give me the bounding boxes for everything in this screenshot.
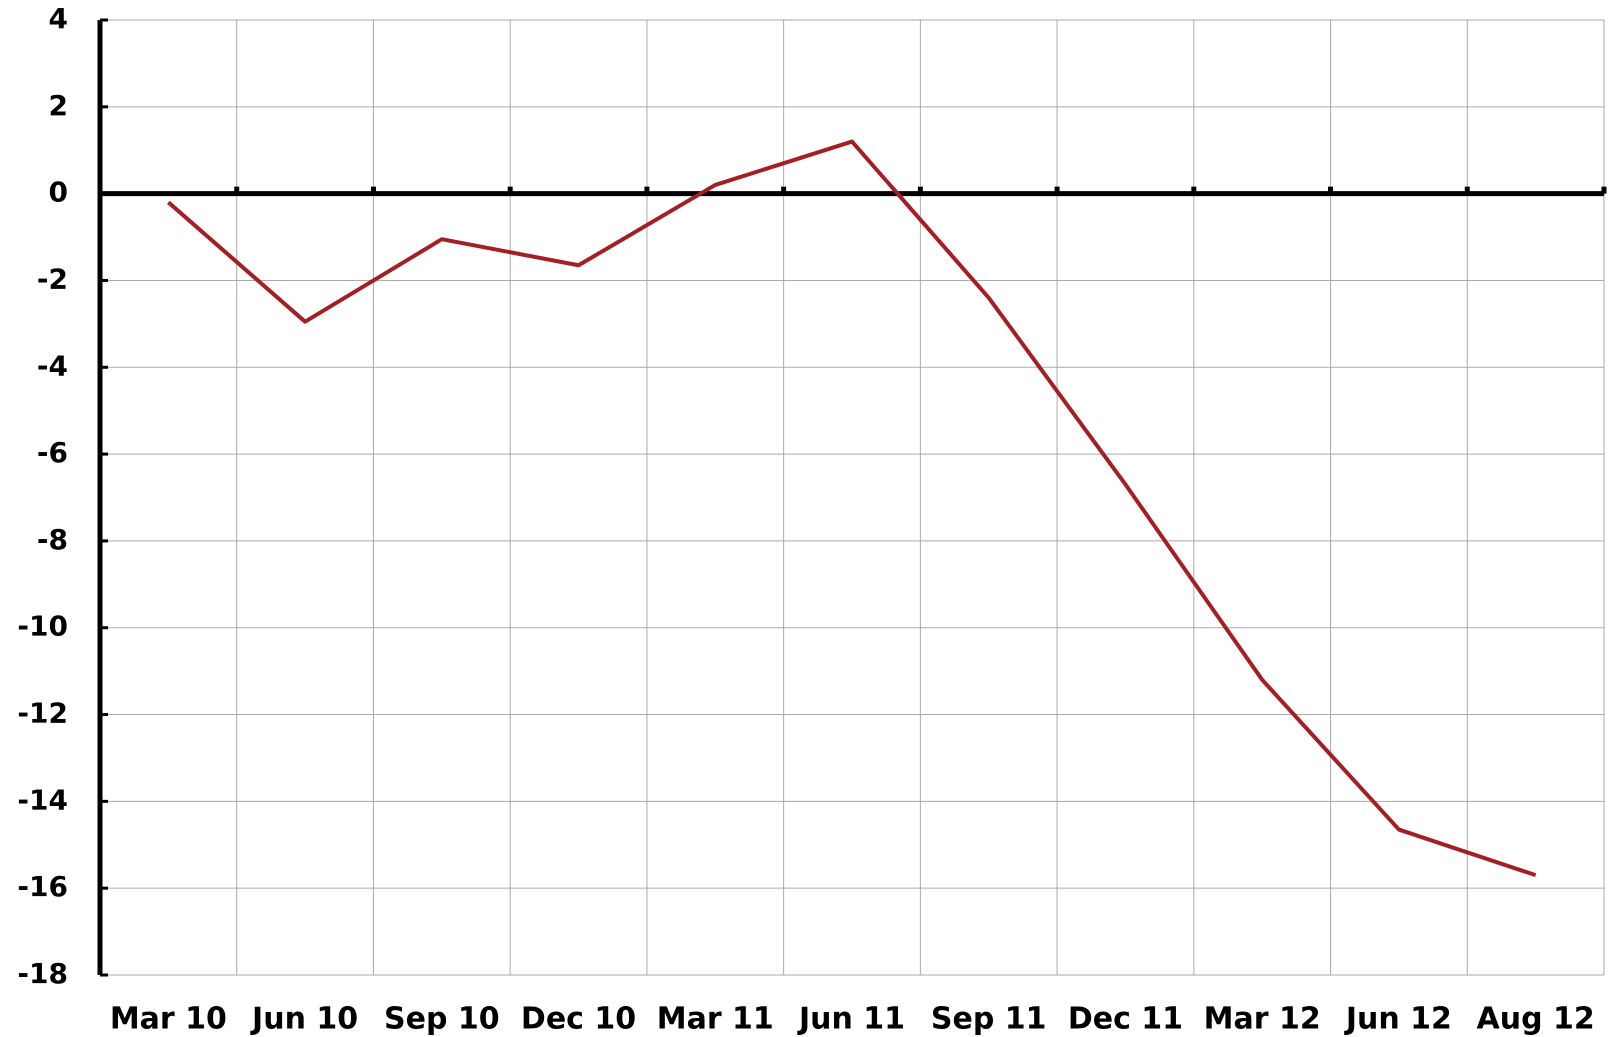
y-tick-label: 2 xyxy=(49,89,68,122)
x-tick-label: Dec 10 xyxy=(521,1002,636,1037)
x-tick-label: Aug 12 xyxy=(1477,1002,1595,1037)
y-tick-label: -12 xyxy=(17,697,68,730)
y-tick-label: -6 xyxy=(37,436,68,469)
y-tick-label: -16 xyxy=(17,870,68,903)
x-tick-label: Jun 12 xyxy=(1344,1002,1452,1037)
y-tick-label: 0 xyxy=(49,176,68,209)
x-tick-label: Sep 10 xyxy=(384,1002,500,1037)
x-tick-label: Mar 11 xyxy=(657,1002,774,1037)
y-tick-label: -18 xyxy=(17,957,68,990)
x-tick-label: Mar 10 xyxy=(110,1002,227,1037)
y-tick-label: -4 xyxy=(37,349,68,382)
x-tick-label: Jun 10 xyxy=(250,1002,358,1037)
x-tick-label: Dec 11 xyxy=(1068,1002,1183,1037)
data-line xyxy=(167,139,1537,878)
y-tick-label: -8 xyxy=(37,523,68,556)
y-tick-label: 4 xyxy=(49,2,68,35)
x-tick-label: Mar 12 xyxy=(1204,1002,1321,1037)
y-tick-label: -10 xyxy=(17,610,68,643)
y-tick-label: -14 xyxy=(17,783,68,816)
x-tick-label: Sep 11 xyxy=(931,1002,1047,1037)
y-tick-label: -2 xyxy=(37,262,68,295)
x-tick-label: Jun 11 xyxy=(797,1002,905,1037)
